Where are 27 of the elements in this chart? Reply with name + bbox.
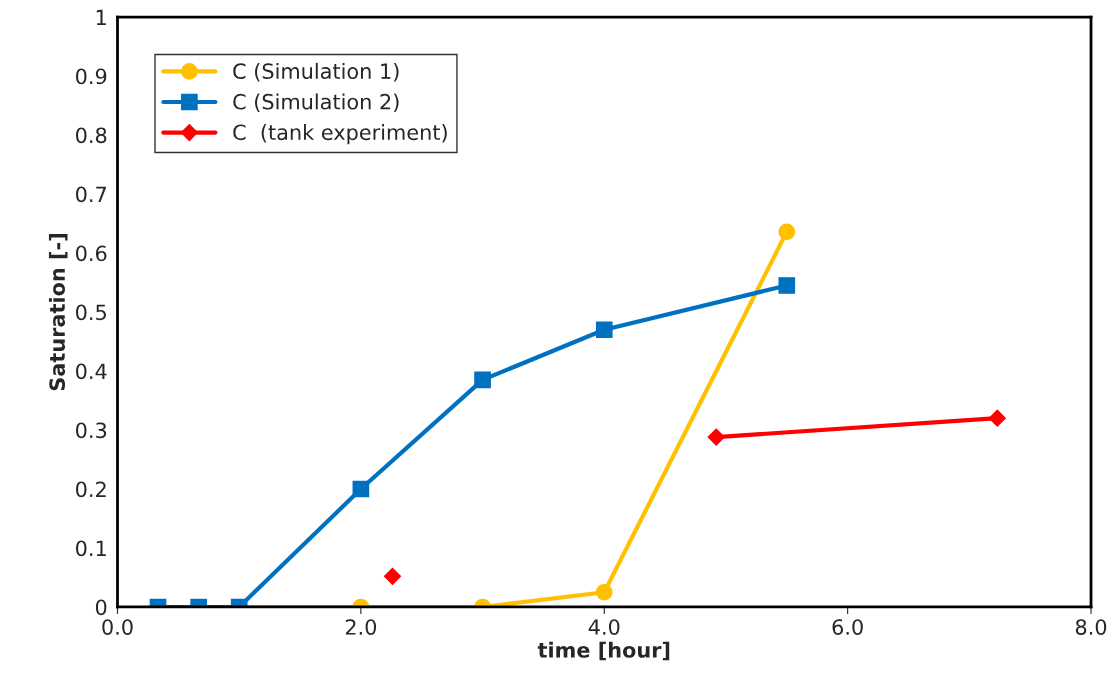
point	[595, 321, 613, 339]
y-tick-label: 0	[95, 599, 107, 616]
y-tick-label: 0.5	[76, 304, 106, 321]
x-tick-label: 6.0	[832, 619, 863, 635]
x-axis-title: time [hour]	[537, 641, 670, 661]
y-tick-label: 1	[96, 9, 106, 25]
x-tick-label: 8.0	[1075, 619, 1107, 635]
y-axis-title: Saturation [-]	[48, 234, 68, 391]
y-tick-label: 0.6	[76, 245, 107, 262]
y-tick-label: 0.1	[76, 540, 106, 557]
legend-label: C (Simulation 2)	[233, 93, 399, 113]
y-tick-label: 0.4	[76, 363, 107, 380]
x-tick-label: 4.0	[588, 619, 620, 635]
x-tick-label: 2.0	[345, 619, 377, 635]
point	[707, 428, 725, 446]
y-tick-label: 0.2	[76, 481, 106, 498]
y-tick-label: 0.8	[76, 127, 107, 144]
legend-label: C (Simulation 1)	[233, 62, 399, 82]
y-tick-label: 0.7	[76, 186, 106, 203]
point	[778, 277, 796, 294]
point	[778, 223, 796, 241]
y-tick-label: 0.3	[76, 422, 107, 439]
point	[474, 371, 491, 389]
x-tick-label: 0.0	[102, 619, 133, 635]
point	[988, 409, 1006, 427]
y-tick-label: 0.9	[76, 68, 107, 85]
legend-label: C (tank experiment)	[233, 124, 447, 145]
